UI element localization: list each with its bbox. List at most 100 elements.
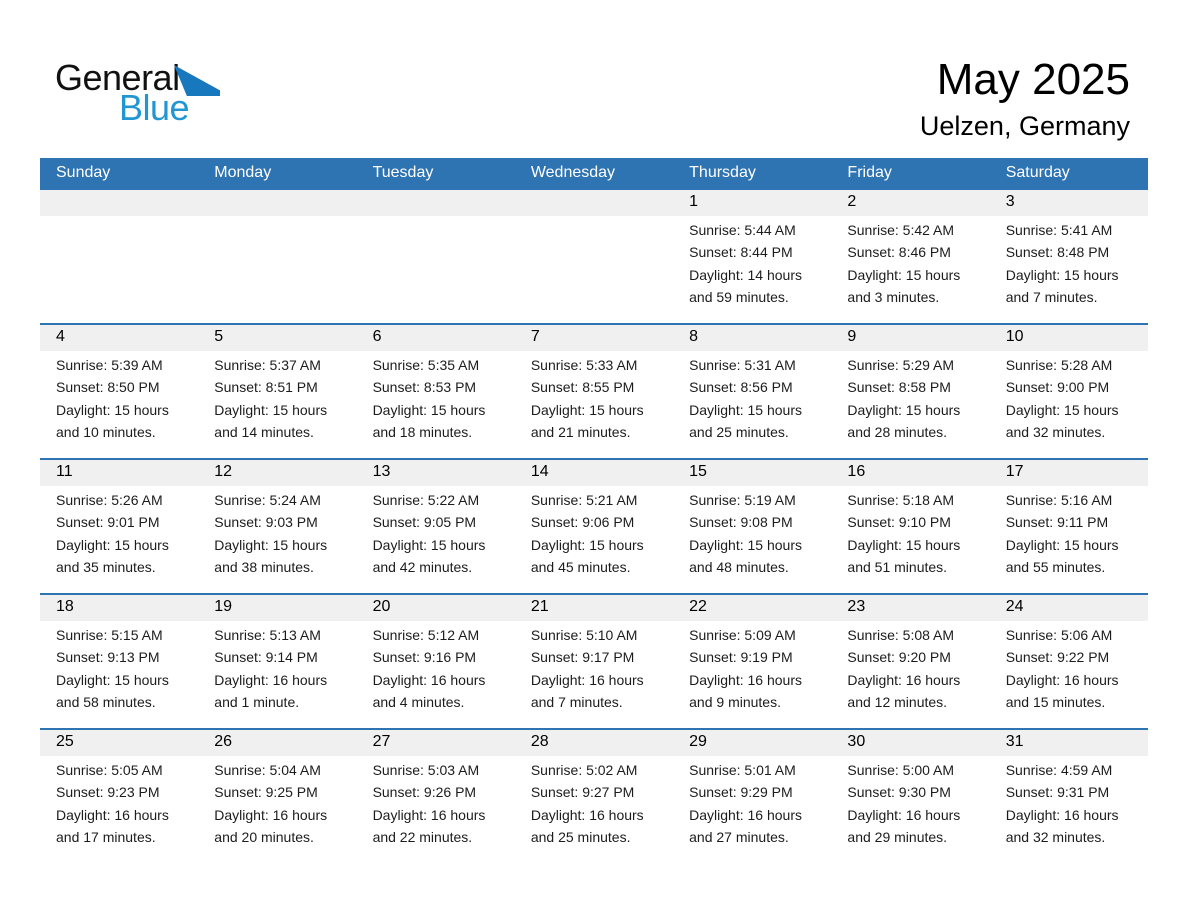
daylight-minutes-text: and 25 minutes. <box>689 424 789 441</box>
month-title: May 2025 <box>936 55 1130 104</box>
day-number: 12 <box>214 463 233 480</box>
sunrise-text: Sunrise: 5:10 AM <box>530 627 638 643</box>
sunrise-text: Sunrise: 5:44 AM <box>689 222 796 238</box>
logo-text-general: General <box>55 57 180 98</box>
daylight-hours-text: Daylight: 15 hours <box>530 401 644 418</box>
weekday-header-friday: Friday <box>847 164 892 181</box>
sunset-text: Sunset: 9:27 PM <box>530 784 635 801</box>
day-cell: Sunrise: 5:09 AM Sunset: 9:19 PM Daylight:… <box>673 621 831 714</box>
sunrise-text: Sunrise: 5:16 AM <box>1005 492 1113 508</box>
day-number: 9 <box>847 328 857 345</box>
daylight-hours-text: Daylight: 16 hours <box>689 671 802 688</box>
sunrise-text: Sunrise: 5:41 AM <box>1005 222 1113 238</box>
sunset-text: Sunset: 9:10 PM <box>847 514 951 531</box>
day-number: 17 <box>1005 463 1024 480</box>
sunset-text: Sunset: 9:16 PM <box>372 649 477 666</box>
day-cell: Sunrise: 5:01 AM Sunset: 9:29 PM Daylight:… <box>673 756 831 849</box>
daylight-minutes-text: and 51 minutes. <box>847 559 948 576</box>
day-numbers-strip: 25 26 27 28 29 30 31 <box>40 730 1148 756</box>
sunset-text: Sunset: 9:31 PM <box>1005 784 1110 801</box>
daylight-minutes-text: and 1 minute. <box>214 694 300 711</box>
sunrise-text: Sunrise: 5:12 AM <box>372 627 480 643</box>
sunset-text: Sunset: 8:46 PM <box>847 244 951 261</box>
daylight-minutes-text: and 12 minutes. <box>847 694 948 711</box>
day-cell: Sunrise: 5:44 AM Sunset: 8:44 PM Daylight:… <box>673 216 831 309</box>
sunset-text: Sunset: 9:20 PM <box>847 649 951 666</box>
daylight-hours-text: Daylight: 15 hours <box>56 401 169 418</box>
daylight-hours-text: Daylight: 15 hours <box>847 266 961 283</box>
daylight-hours-text: Daylight: 16 hours <box>530 806 644 823</box>
sunrise-text: Sunrise: 5:09 AM <box>689 627 796 643</box>
sunset-text: Sunset: 9:22 PM <box>1005 649 1110 666</box>
day-number: 25 <box>56 733 74 750</box>
empty-day-number <box>40 190 198 216</box>
week-row: 11 12 13 14 15 16 17 Sunrise: 5:26 AM Sunset: 9:… <box>40 458 1148 593</box>
daylight-minutes-text: and 7 minutes. <box>530 694 623 711</box>
daylight-minutes-text: and 29 minutes. <box>847 829 948 846</box>
day-number: 30 <box>847 733 866 750</box>
day-cell: Sunrise: 5:00 AM Sunset: 9:30 PM Daylight:… <box>831 756 989 849</box>
daylight-hours-text: Daylight: 16 hours <box>1005 806 1119 823</box>
sunrise-text: Sunrise: 5:19 AM <box>689 492 796 508</box>
sunset-text: Sunset: 9:25 PM <box>214 784 318 801</box>
day-cell: Sunrise: 5:29 AM Sunset: 8:58 PM Daylight:… <box>831 351 989 444</box>
daylight-minutes-text: and 3 minutes. <box>847 289 940 306</box>
week-row: 1 2 3 Sunrise: 5:44 AM Sunset: 8:44 PM Daylig… <box>40 188 1148 323</box>
daylight-hours-text: Daylight: 16 hours <box>689 806 802 823</box>
day-cell: Sunrise: 5:37 AM Sunset: 8:51 PM Daylight:… <box>198 351 356 444</box>
day-cell: Sunrise: 5:41 AM Sunset: 8:48 PM Daylight:… <box>990 216 1148 309</box>
weekday-header-sunday: Sunday <box>56 164 111 181</box>
sunset-text: Sunset: 9:23 PM <box>56 784 160 801</box>
sunrise-text: Sunrise: 5:21 AM <box>530 492 638 508</box>
daylight-minutes-text: and 20 minutes. <box>214 829 314 846</box>
empty-day-number <box>198 190 356 216</box>
daylight-minutes-text: and 17 minutes. <box>56 829 156 846</box>
weekday-header-tuesday: Tuesday <box>372 164 434 181</box>
daylight-hours-text: Daylight: 16 hours <box>530 671 644 688</box>
sunrise-text: Sunrise: 5:31 AM <box>689 357 796 373</box>
week-row: 18 19 20 21 22 23 24 Sunrise: 5:15 AM Sunset: 9:… <box>40 593 1148 728</box>
day-cell: Sunrise: 5:12 AM Sunset: 9:16 PM Daylight:… <box>357 621 515 714</box>
day-number: 10 <box>1005 328 1024 345</box>
sunset-text: Sunset: 9:06 PM <box>530 514 635 531</box>
sunset-text: Sunset: 9:26 PM <box>372 784 477 801</box>
day-number: 4 <box>56 328 65 345</box>
sunrise-text: Sunrise: 5:42 AM <box>847 222 955 238</box>
day-details-strip: Sunrise: 5:39 AM Sunset: 8:50 PM Daylight:… <box>40 351 1148 444</box>
daylight-hours-text: Daylight: 16 hours <box>372 806 486 823</box>
daylight-hours-text: Daylight: 16 hours <box>214 671 328 688</box>
sunrise-text: Sunrise: 5:39 AM <box>56 357 163 373</box>
daylight-hours-text: Daylight: 15 hours <box>372 401 486 418</box>
weekday-header-thursday: Thursday <box>689 164 756 181</box>
sunset-text: Sunset: 9:30 PM <box>847 784 951 801</box>
sunset-text: Sunset: 9:19 PM <box>689 649 793 666</box>
daylight-minutes-text: and 21 minutes. <box>530 424 631 441</box>
day-cell: Sunrise: 5:04 AM Sunset: 9:25 PM Daylight:… <box>198 756 356 849</box>
sunset-text: Sunset: 8:48 PM <box>1005 244 1110 261</box>
day-cell: Sunrise: 5:13 AM Sunset: 9:14 PM Daylight:… <box>198 621 356 714</box>
sunset-text: Sunset: 9:05 PM <box>372 514 477 531</box>
sunrise-text: Sunrise: 5:04 AM <box>214 762 321 778</box>
day-cell: Sunrise: 5:31 AM Sunset: 8:56 PM Daylight:… <box>673 351 831 444</box>
day-number: 31 <box>1005 733 1024 750</box>
calendar-table: Sunday Monday Tuesday Wednesday Thursday Frid… <box>40 158 1148 863</box>
sunrise-text: Sunrise: 5:28 AM <box>1005 357 1113 373</box>
sunset-text: Sunset: 9:29 PM <box>689 784 793 801</box>
sunset-text: Sunset: 9:08 PM <box>689 514 793 531</box>
sunrise-text: Sunrise: 5:15 AM <box>56 627 163 643</box>
daylight-minutes-text: and 32 minutes. <box>1005 424 1106 441</box>
day-number: 20 <box>372 598 391 615</box>
day-number: 2 <box>847 193 857 210</box>
day-cell: Sunrise: 4:59 AM Sunset: 9:31 PM Daylight:… <box>990 756 1148 849</box>
sunrise-text: Sunrise: 5:33 AM <box>530 357 638 373</box>
weekday-header-monday: Monday <box>214 164 272 181</box>
daylight-hours-text: Daylight: 16 hours <box>847 806 961 823</box>
sunrise-text: Sunrise: 5:02 AM <box>530 762 638 778</box>
empty-day-cell <box>40 216 198 309</box>
daylight-minutes-text: and 25 minutes. <box>530 829 631 846</box>
daylight-minutes-text: and 42 minutes. <box>372 559 473 576</box>
daylight-hours-text: Daylight: 16 hours <box>1005 671 1119 688</box>
daylight-hours-text: Daylight: 15 hours <box>847 536 961 553</box>
sunset-text: Sunset: 9:00 PM <box>1005 379 1110 396</box>
